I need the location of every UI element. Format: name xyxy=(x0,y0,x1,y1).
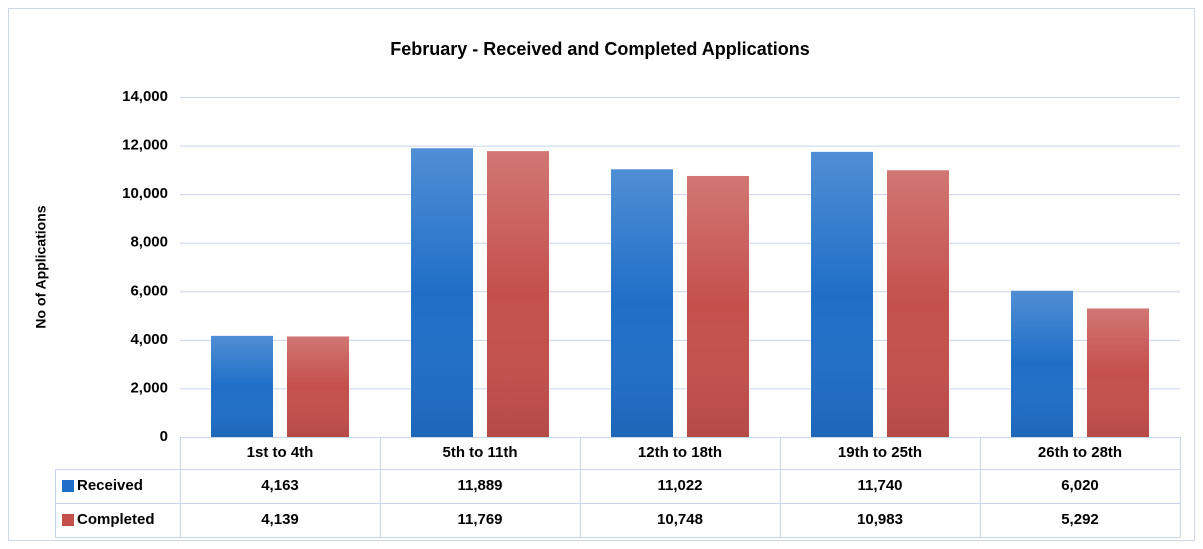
chart-border xyxy=(8,8,1195,541)
y-tick-label: 14,000 xyxy=(122,88,168,105)
bar xyxy=(611,169,673,437)
y-axis-title: No of Applications xyxy=(33,205,49,328)
bar xyxy=(887,170,949,437)
bar xyxy=(811,151,873,437)
y-tick-label: 6,000 xyxy=(130,282,168,299)
data-label: 11,769 xyxy=(457,511,502,528)
data-label: 10,983 xyxy=(857,511,903,528)
bar xyxy=(1011,290,1073,437)
data-label: 6,020 xyxy=(1061,477,1099,494)
y-tick-label: 2,000 xyxy=(130,379,168,396)
y-tick-label: 10,000 xyxy=(122,185,168,202)
data-label: 5,292 xyxy=(1061,511,1099,528)
data-label: 10,748 xyxy=(657,511,703,528)
data-label: 11,889 xyxy=(457,477,502,494)
data-label: 4,163 xyxy=(261,477,299,494)
y-tick-label: 12,000 xyxy=(122,137,168,154)
data-label: 11,022 xyxy=(657,477,702,494)
bar xyxy=(411,148,473,437)
legend-label: Received xyxy=(77,477,143,494)
bar xyxy=(687,175,749,437)
x-tick-label: 19th to 25th xyxy=(838,444,922,461)
bar xyxy=(487,151,549,437)
data-label: 4,139 xyxy=(261,511,299,528)
x-tick-label: 12th to 18th xyxy=(638,444,722,461)
data-label: 11,740 xyxy=(857,477,902,494)
y-tick-label: 8,000 xyxy=(130,234,168,251)
chart-title: February - Received and Completed Applic… xyxy=(390,39,809,59)
legend-swatch xyxy=(62,514,74,526)
y-tick-label: 4,000 xyxy=(130,331,168,348)
x-tick-label: 5th to 11th xyxy=(442,444,517,461)
x-tick-label: 26th to 28th xyxy=(1038,444,1122,461)
bar xyxy=(211,335,273,437)
legend-label: Completed xyxy=(77,511,155,528)
bar xyxy=(287,336,349,437)
bar xyxy=(1087,308,1149,437)
legend-swatch xyxy=(62,480,74,492)
y-tick-label: 0 xyxy=(160,428,168,445)
x-tick-label: 1st to 4th xyxy=(247,444,314,461)
